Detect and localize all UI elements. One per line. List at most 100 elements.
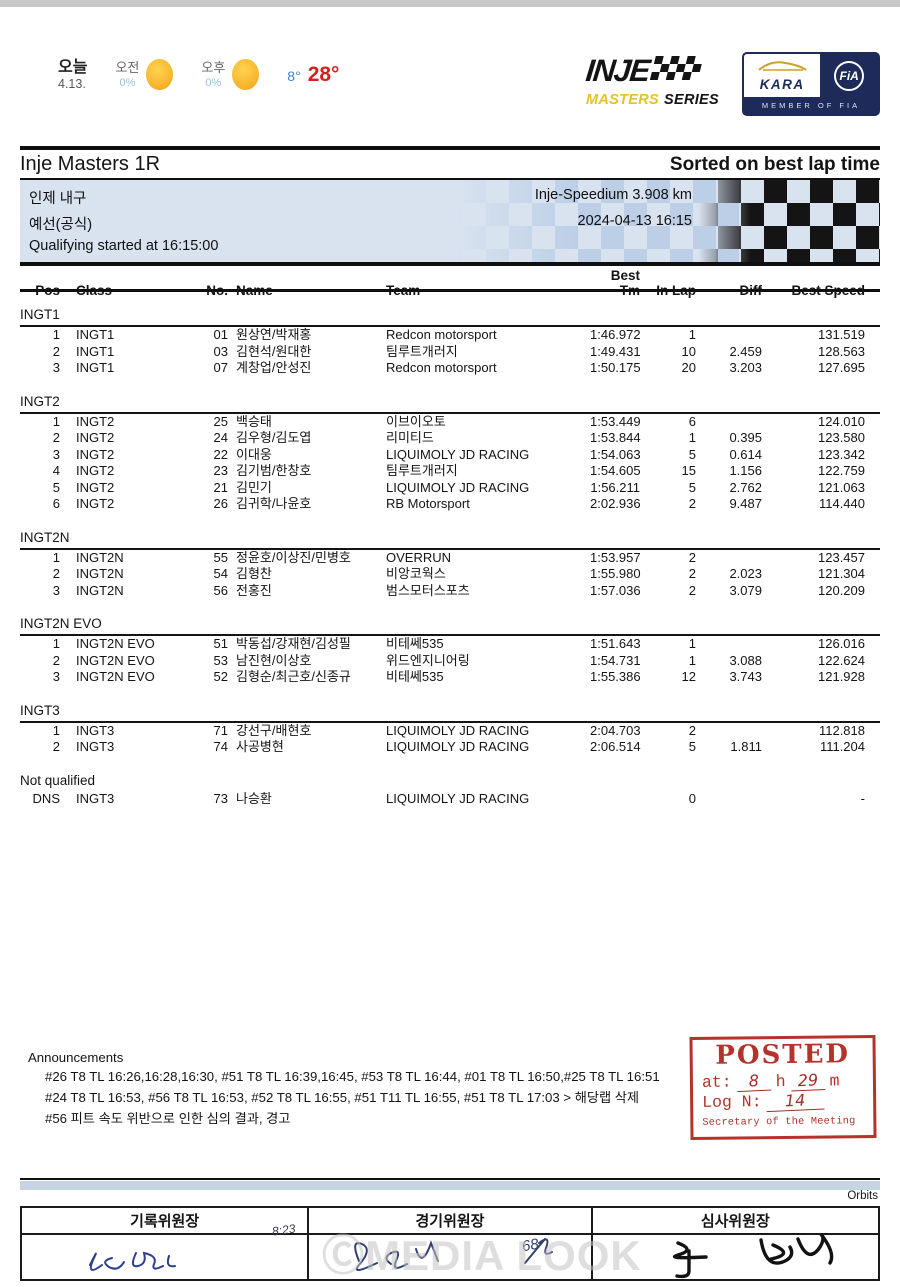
cell-in-lap: 6 xyxy=(688,413,696,429)
class-group: INGT2N 1 INGT2N 55 정윤호/이상진/민병호 OVERRUN 1:53.95… xyxy=(20,529,880,600)
cell-no: 55 xyxy=(213,549,228,565)
cell-diff: 2.459 xyxy=(729,343,762,359)
cell-no: 73 xyxy=(213,790,228,806)
cell-best-speed: - xyxy=(860,790,865,806)
cell-class: INGT2N EVO xyxy=(76,669,155,685)
temp-high: 28° xyxy=(307,62,340,86)
weather-pm-precip: 0% xyxy=(205,76,222,89)
result-row: 1 INGT2N EVO 51 박동섭/강재현/김성필 비테쎄535 1:51.643 1 1… xyxy=(20,636,880,653)
cell-pos: 5 xyxy=(52,479,60,495)
cell-no: 03 xyxy=(213,343,228,359)
cell-class: INGT2 xyxy=(76,446,115,462)
cell-pos: 2 xyxy=(52,343,60,359)
result-row: 1 INGT1 01 원상연/박재홍 Redcon motorsport 1:46.972… xyxy=(20,327,880,344)
cell-class: INGT2 xyxy=(76,496,115,512)
top-divider xyxy=(20,146,880,150)
result-row: 2 INGT2N 54 김형찬 비앙코웍스 1:55.980 2 2.023 121.304 xyxy=(20,566,880,583)
signature-table: 기록위원장 경기위원장 심사위원장 8:23 68 xyxy=(20,1206,880,1281)
header-in-lap: In Lap xyxy=(656,283,696,298)
cell-team: 위드엔지니어링 xyxy=(386,652,470,668)
stamp-hour-handwritten: 8 xyxy=(736,1071,772,1092)
track-info: Inje-Speedium 3.908 km xyxy=(534,187,692,203)
stamp-hour-unit: h xyxy=(775,1071,786,1091)
cell-pos: 3 xyxy=(52,360,60,376)
weather-pm: 오후 0% xyxy=(201,59,260,91)
weather-am-label: 오전 xyxy=(115,60,140,76)
cell-best-speed: 114.440 xyxy=(818,496,865,512)
footer-divider xyxy=(20,1178,880,1180)
cell-best-speed: 121.928 xyxy=(818,669,865,685)
cell-name: 사공병현 xyxy=(236,739,284,755)
cell-name: 백승태 xyxy=(236,413,272,429)
cell-team: Redcon motorsport xyxy=(386,327,497,343)
masters-label: MASTERS xyxy=(586,92,659,108)
cell-pos: 6 xyxy=(52,496,60,512)
cell-class: INGT2N xyxy=(76,566,124,582)
cell-in-lap: 5 xyxy=(688,446,696,462)
cell-diff: 0.614 xyxy=(729,446,762,462)
cell-team: OVERRUN xyxy=(386,549,452,565)
group-label: INGT3 xyxy=(20,702,880,723)
announcements: Announcements #26 T8 TL 16:26,16:28,16:3… xyxy=(28,1050,660,1129)
weather-am: 오전 0% xyxy=(115,59,174,91)
cell-class: INGT2N EVO xyxy=(76,636,155,652)
cell-name: 이대웅 xyxy=(236,446,272,462)
cell-name: 정윤호/이상진/민병호 xyxy=(236,549,351,565)
checkered-flag-decoration xyxy=(695,180,880,262)
cell-class: INGT2N EVO xyxy=(76,652,155,668)
cell-no: 56 xyxy=(213,582,228,598)
cell-best-tm: 1:56.211 xyxy=(590,479,640,495)
result-row: 5 INGT2 21 김민기 LIQUIMOLY JD RACING 1:56.211 5 2… xyxy=(20,480,880,497)
cell-pos: 3 xyxy=(52,446,60,462)
header-diff: Diff xyxy=(739,283,763,298)
cell-pos: DNS xyxy=(32,790,60,806)
cell-team: LIQUIMOLY JD RACING xyxy=(386,446,530,462)
cell-best-speed: 123.580 xyxy=(818,430,865,446)
announcement-line: #56 피트 속도 위반으로 인한 심의 결과, 경고 xyxy=(45,1111,291,1126)
cell-class: INGT1 xyxy=(76,360,115,376)
car-swoosh-icon xyxy=(755,59,809,78)
cell-name: 나승환 xyxy=(236,790,272,806)
cell-name: 강선구/배현호 xyxy=(236,722,312,738)
header-pos: Pos xyxy=(35,283,60,298)
cell-best-speed: 131.519 xyxy=(818,327,865,343)
group-label: Not qualified xyxy=(20,772,96,788)
stamp-footer: Secretary of the Meeting xyxy=(702,1115,856,1129)
cell-best-tm: 1:53.957 xyxy=(590,549,641,565)
stamp-minute-handwritten: 29 xyxy=(790,1070,825,1092)
temp-low: 8° xyxy=(287,67,301,84)
cell-diff: 2.023 xyxy=(729,566,762,582)
session-datetime: 2024-04-13 16:15 xyxy=(577,213,693,229)
cell-diff: 1.156 xyxy=(729,463,762,479)
stamp-log-label: Log N: xyxy=(702,1092,762,1112)
cell-pos: 1 xyxy=(52,413,60,429)
result-row: 2 INGT2 24 김우형/김도엽 리미티드 1:53.844 1 0.395 123.580 xyxy=(20,430,880,447)
cell-team: LIQUIMOLY JD RACING xyxy=(386,722,530,738)
weather-today: 오늘 4.13. xyxy=(58,58,87,91)
cell-best-speed: 121.304 xyxy=(818,566,865,582)
cell-pos: 2 xyxy=(52,739,60,755)
cell-no: 52 xyxy=(213,669,228,685)
cell-no: 71 xyxy=(213,722,228,738)
scan-edge-strip xyxy=(0,0,900,7)
member-of-fia-label: MEMBER OF FIA xyxy=(761,101,861,110)
cell-name: 김형찬 xyxy=(236,566,272,582)
cell-no: 53 xyxy=(213,652,228,668)
cell-pos: 3 xyxy=(52,669,60,685)
cell-no: 54 xyxy=(213,566,228,582)
cell-best-speed: 121.063 xyxy=(818,479,865,495)
cell-pos: 1 xyxy=(52,636,60,652)
cell-best-tm: 1:53.844 xyxy=(590,430,641,446)
header-name: Name xyxy=(236,283,273,298)
header-best-tm: Best Tm xyxy=(610,268,640,298)
cell-team: 이브이오토 xyxy=(386,413,446,429)
cell-best-speed: 123.342 xyxy=(818,446,865,462)
cell-diff: 3.079 xyxy=(729,582,762,598)
cell-name: 남진현/이상호 xyxy=(236,652,312,668)
cell-no: 22 xyxy=(213,446,228,462)
cell-diff: 3.088 xyxy=(729,652,762,668)
cell-no: 74 xyxy=(213,739,228,755)
cell-pos: 2 xyxy=(52,566,60,582)
cell-no: 25 xyxy=(213,413,228,429)
class-group: Not qualified DNS INGT3 73 나승환 LIQUIMOLY JD R… xyxy=(20,772,880,808)
